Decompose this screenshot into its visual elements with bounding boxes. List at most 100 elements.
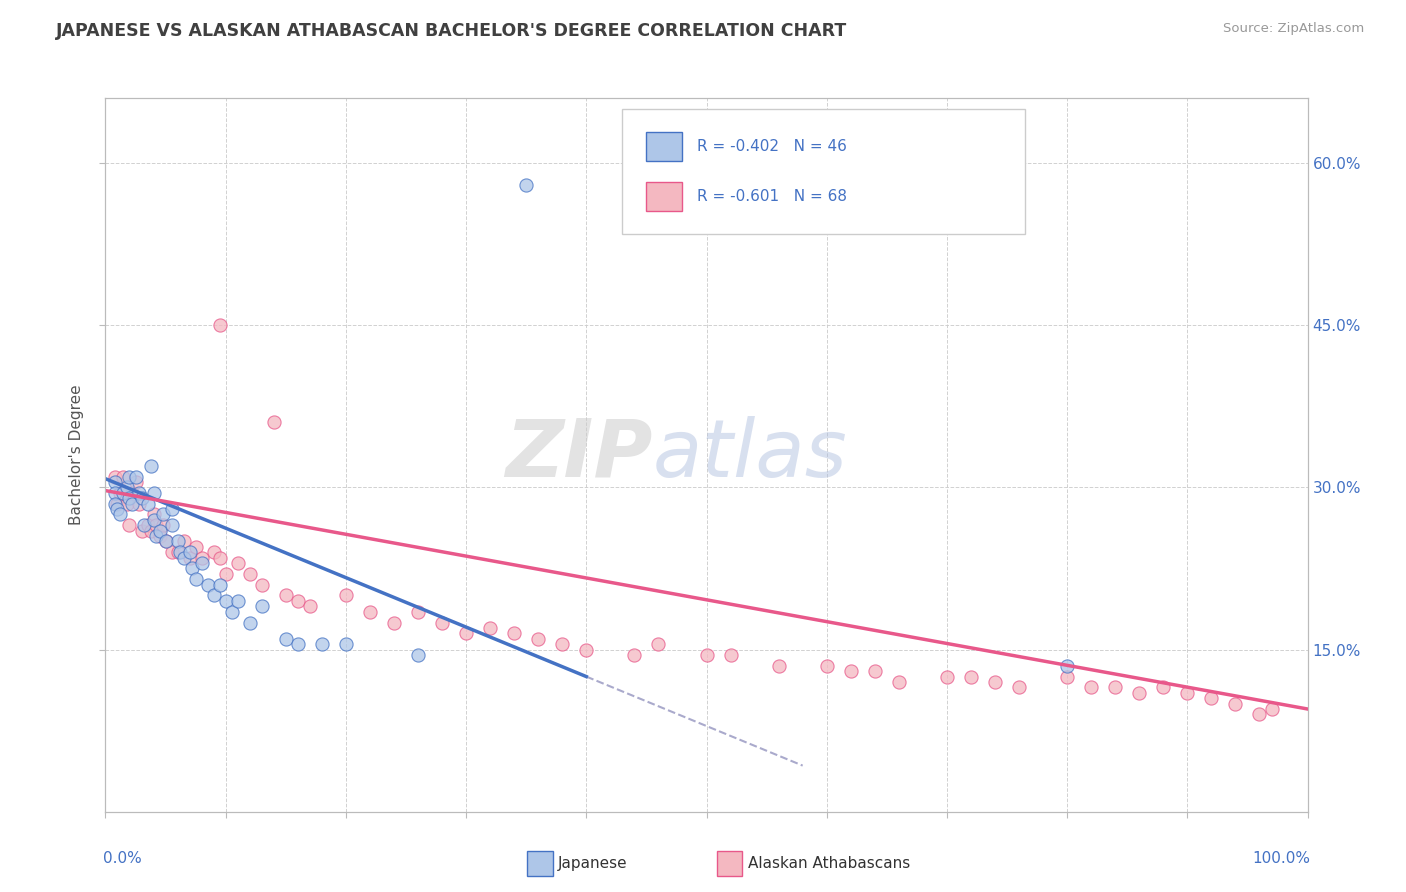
Point <box>815 658 838 673</box>
Point <box>1104 681 1126 695</box>
Point <box>1249 707 1271 722</box>
Point <box>221 605 243 619</box>
Point <box>190 556 212 570</box>
Point <box>104 475 127 489</box>
Point <box>287 637 309 651</box>
Point <box>152 518 174 533</box>
Point <box>226 556 249 570</box>
Point <box>190 550 212 565</box>
Text: 0.0%: 0.0% <box>103 851 142 866</box>
Point <box>335 589 357 603</box>
Point <box>274 589 297 603</box>
Point <box>720 648 742 662</box>
Point <box>131 524 153 538</box>
Text: 100.0%: 100.0% <box>1251 851 1310 866</box>
Point <box>1152 681 1174 695</box>
Point <box>142 513 165 527</box>
Point <box>1225 697 1247 711</box>
Point <box>121 485 143 500</box>
Text: Japanese: Japanese <box>558 856 628 871</box>
Point <box>160 545 183 559</box>
Point <box>406 605 429 619</box>
Point <box>623 648 645 662</box>
Point <box>202 589 225 603</box>
Point <box>118 491 141 505</box>
Point <box>104 469 127 483</box>
Point <box>132 518 155 533</box>
Point <box>208 577 231 591</box>
Point <box>152 508 174 522</box>
Point <box>515 178 537 192</box>
Point <box>226 594 249 608</box>
Point <box>124 475 146 489</box>
Point <box>197 577 219 591</box>
Point <box>1128 686 1150 700</box>
Point <box>184 572 207 586</box>
Point <box>145 518 167 533</box>
Point <box>359 605 381 619</box>
Point <box>382 615 405 630</box>
Point <box>311 637 333 651</box>
Point <box>104 497 127 511</box>
Point <box>112 469 135 483</box>
Point <box>250 599 273 614</box>
Point <box>107 502 129 516</box>
Point <box>155 534 177 549</box>
Text: R = -0.601   N = 68: R = -0.601 N = 68 <box>697 189 846 204</box>
Point <box>250 577 273 591</box>
Point <box>128 485 150 500</box>
Point <box>148 529 170 543</box>
Text: Alaskan Athabascans: Alaskan Athabascans <box>748 856 910 871</box>
Point <box>160 502 183 516</box>
Point <box>115 480 138 494</box>
Point <box>575 642 598 657</box>
Point <box>166 534 188 549</box>
Point <box>166 545 188 559</box>
Point <box>768 658 790 673</box>
Point <box>287 594 309 608</box>
Point <box>503 626 526 640</box>
Point <box>145 529 167 543</box>
Point <box>208 550 231 565</box>
Point <box>139 524 162 538</box>
Point <box>887 675 910 690</box>
Point <box>148 524 170 538</box>
Point <box>479 621 502 635</box>
Point <box>527 632 550 646</box>
Point <box>184 540 207 554</box>
Point <box>1056 669 1078 683</box>
Point <box>1008 681 1031 695</box>
Point <box>984 675 1007 690</box>
Point <box>239 566 262 581</box>
Text: Source: ZipAtlas.com: Source: ZipAtlas.com <box>1223 22 1364 36</box>
Y-axis label: Bachelor's Degree: Bachelor's Degree <box>69 384 84 525</box>
Point <box>160 518 183 533</box>
Point <box>454 626 477 640</box>
Point <box>136 497 159 511</box>
Point <box>298 599 321 614</box>
Point <box>214 566 236 581</box>
Bar <box>647 132 682 161</box>
Bar <box>647 182 682 211</box>
Point <box>274 632 297 646</box>
Point <box>839 664 862 678</box>
Text: JAPANESE VS ALASKAN ATHABASCAN BACHELOR'S DEGREE CORRELATION CHART: JAPANESE VS ALASKAN ATHABASCAN BACHELOR'… <box>56 22 848 40</box>
Point <box>1056 658 1078 673</box>
Point <box>406 648 429 662</box>
Text: atlas: atlas <box>652 416 848 494</box>
Point <box>108 485 131 500</box>
Point <box>208 318 231 333</box>
Point <box>1080 681 1102 695</box>
Point <box>430 615 453 630</box>
Point <box>936 669 959 683</box>
Point <box>239 615 262 630</box>
Point <box>131 491 153 505</box>
Point <box>179 545 201 559</box>
Point <box>335 637 357 651</box>
Point <box>128 497 150 511</box>
Point <box>173 550 195 565</box>
FancyBboxPatch shape <box>623 109 1025 234</box>
Text: ZIP: ZIP <box>505 416 652 494</box>
Point <box>139 458 162 473</box>
Point <box>647 637 669 651</box>
